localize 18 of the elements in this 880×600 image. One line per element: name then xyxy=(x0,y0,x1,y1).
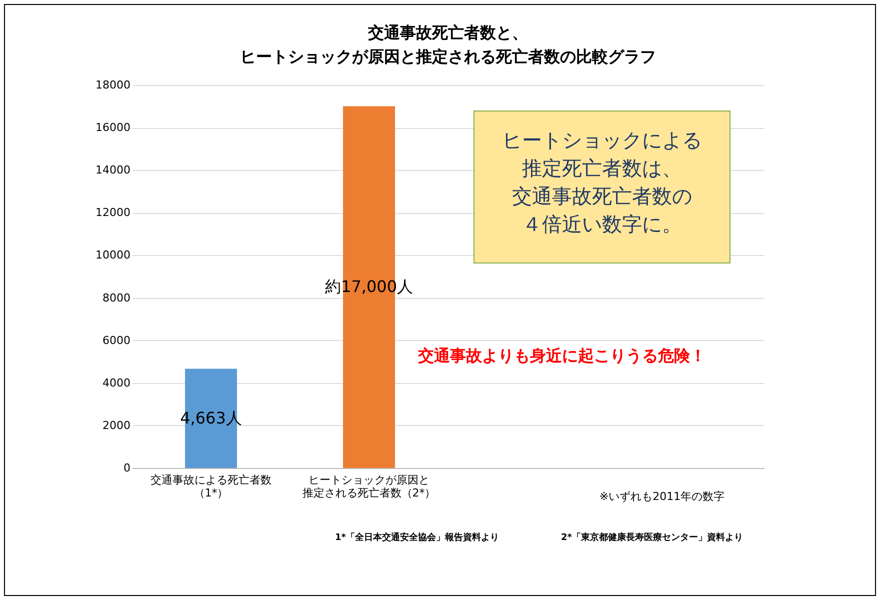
annotation: ヒートショックによる推定死亡者数は、交通事故死亡者数の４倍近い数字に。 xyxy=(502,128,702,236)
y-tick-label: 2000 xyxy=(102,418,130,432)
y-tick-label: 10000 xyxy=(96,248,130,262)
y-tick-label: 12000 xyxy=(96,206,130,220)
annotation: 交通事故よりも身近に起こりうる危険！ xyxy=(417,346,706,365)
y-tick-label: 18000 xyxy=(96,78,130,92)
text: 2*「東京都健康長寿医療センター」資料より xyxy=(561,532,743,543)
x-tick-label: 交通事故による死亡者数（1*） xyxy=(150,474,272,500)
y-tick-label: 14000 xyxy=(96,164,130,177)
y-tick-label: 16000 xyxy=(96,121,130,134)
text: ※いずれも2011年の数字 xyxy=(599,490,725,503)
y-tick-label: 4000 xyxy=(102,376,130,390)
x-tick-label: ヒートショックが原因と推定される死亡者数（2*） xyxy=(302,474,436,500)
text: 1*「全日本交通安全協会」報告資料より xyxy=(335,532,499,543)
y-tick-label: 8000 xyxy=(102,291,130,304)
y-tick-label: 0 xyxy=(124,462,130,474)
y-tick-label: 6000 xyxy=(102,334,130,347)
chart-title: 交通事故死亡者数と、ヒートショックが原因と推定される死亡者数の比較グラフ xyxy=(240,23,656,66)
